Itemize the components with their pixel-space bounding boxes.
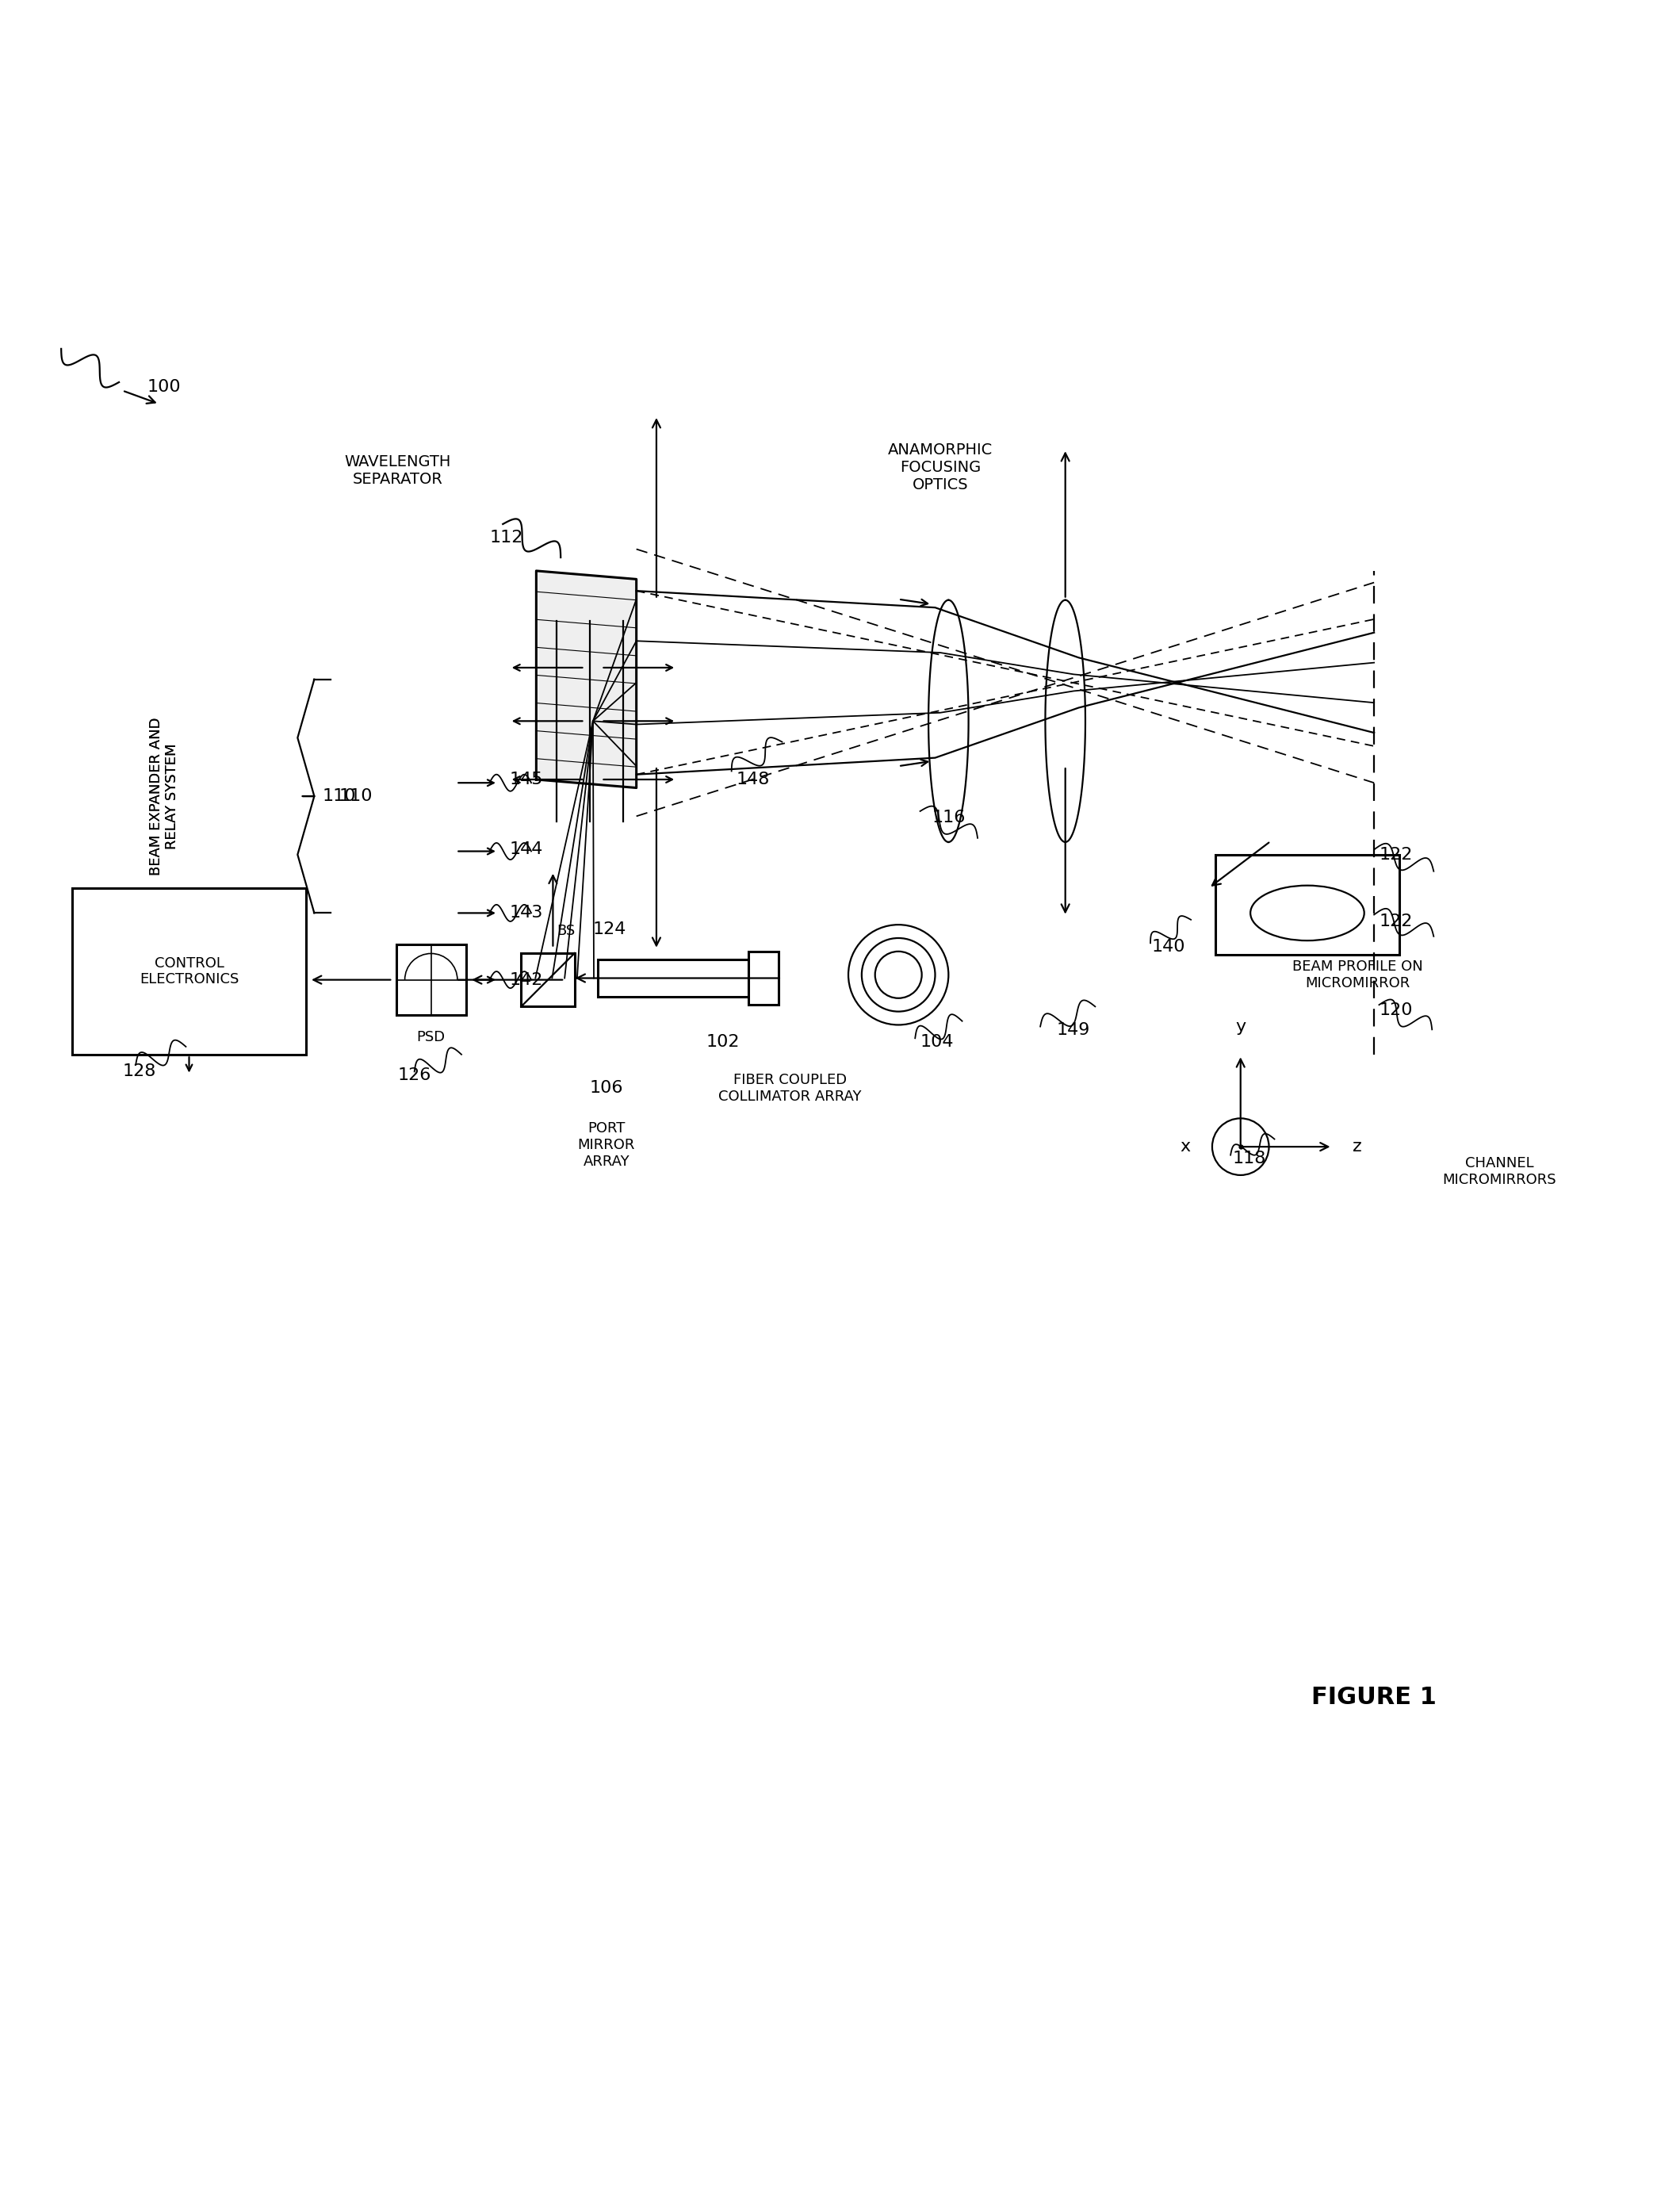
Text: 116: 116: [932, 809, 966, 827]
Text: z: z: [1352, 1138, 1362, 1154]
Polygon shape: [536, 570, 637, 787]
Text: 112: 112: [489, 530, 522, 546]
Text: 110: 110: [323, 789, 356, 804]
Text: 118: 118: [1231, 1151, 1265, 1167]
Text: 142: 142: [509, 972, 543, 988]
Text: 124: 124: [593, 922, 627, 937]
Text: BEAM EXPANDER AND
RELAY SYSTEM: BEAM EXPANDER AND RELAY SYSTEM: [148, 716, 180, 875]
Text: 122: 122: [1379, 846, 1413, 862]
Text: BEAM EXPANDER AND
RELAY SYSTEM: BEAM EXPANDER AND RELAY SYSTEM: [148, 716, 180, 875]
Text: 128: 128: [123, 1063, 156, 1078]
Bar: [521, 953, 575, 1006]
Text: y: y: [1235, 1019, 1247, 1034]
Text: WAVELENGTH
SEPARATOR: WAVELENGTH SEPARATOR: [344, 455, 450, 486]
Text: 102: 102: [706, 1034, 739, 1050]
Text: ANAMORPHIC
FOCUSING
OPTICS: ANAMORPHIC FOCUSING OPTICS: [887, 442, 993, 493]
Bar: [748, 953, 778, 1006]
Bar: [396, 944, 465, 1014]
Text: 126: 126: [398, 1067, 432, 1083]
Text: 110: 110: [339, 789, 373, 804]
Text: BEAM PROFILE ON
MICROMIRROR: BEAM PROFILE ON MICROMIRROR: [1292, 959, 1423, 990]
Text: FIGURE 1: FIGURE 1: [1312, 1686, 1436, 1708]
Text: 104: 104: [921, 1034, 954, 1050]
Text: 106: 106: [590, 1081, 623, 1096]
Text: BS: BS: [558, 924, 576, 937]
Text: CHANNEL
MICROMIRRORS: CHANNEL MICROMIRRORS: [1443, 1156, 1556, 1187]
Text: 120: 120: [1379, 1001, 1413, 1019]
Text: 122: 122: [1379, 913, 1413, 930]
Text: 144: 144: [509, 842, 543, 857]
Text: CONTROL
ELECTRONICS: CONTROL ELECTRONICS: [139, 957, 239, 988]
Text: 148: 148: [736, 771, 769, 787]
Text: 145: 145: [509, 771, 543, 787]
Text: PORT
MIRROR
ARRAY: PORT MIRROR ARRAY: [578, 1120, 635, 1169]
Text: FIBER COUPLED
COLLIMATOR ARRAY: FIBER COUPLED COLLIMATOR ARRAY: [719, 1072, 862, 1103]
Text: x: x: [1179, 1138, 1191, 1154]
Text: 140: 140: [1152, 939, 1186, 955]
Bar: [598, 959, 748, 997]
Bar: [72, 888, 306, 1054]
Text: 149: 149: [1057, 1021, 1090, 1039]
Text: PSD: PSD: [417, 1030, 445, 1043]
Text: 100: 100: [148, 380, 181, 396]
Bar: [1216, 855, 1399, 955]
Text: 143: 143: [509, 906, 543, 922]
